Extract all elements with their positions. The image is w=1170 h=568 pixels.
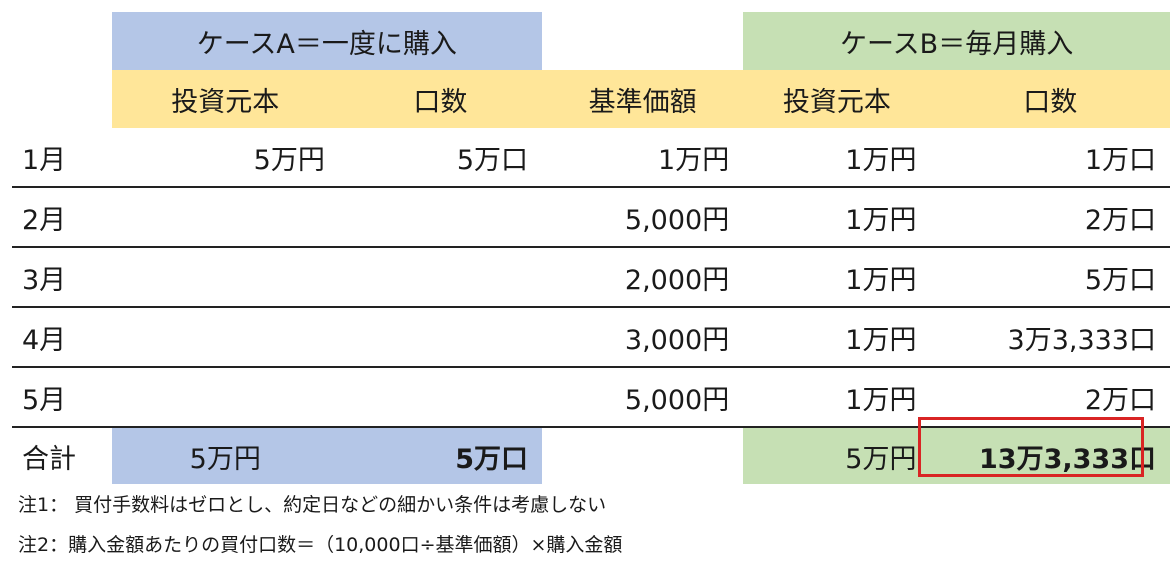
- a-units-cell: 5万口: [338, 128, 543, 188]
- total-gap-cell: [542, 427, 743, 484]
- b-units-header: 口数: [930, 70, 1170, 128]
- a-principal-cell: [111, 307, 339, 368]
- a-principal-header: 投資元本: [111, 70, 339, 128]
- case-b-header: ケースB＝毎月購入: [743, 12, 1170, 70]
- total-label: 合計: [22, 443, 76, 475]
- table-row: 1月 5万円 5万口 1万円 1万円 1万口: [12, 128, 1170, 188]
- total-b-units: 13万3,333口: [930, 427, 1170, 484]
- b-units-cell: 2万口: [930, 187, 1170, 248]
- b-units-cell: 5万口: [930, 247, 1170, 308]
- b-units-cell: 2万口: [930, 367, 1170, 428]
- table-row: 2月 5,000円 1万円 2万口: [12, 187, 1170, 248]
- base-price-cell: 1万円: [542, 128, 744, 188]
- table-row: 5月 5,000円 1万円 2万口: [12, 367, 1170, 428]
- base-price-cell: 5,000円: [542, 367, 744, 428]
- b-principal-cell: 1万円: [743, 187, 931, 248]
- comparison-table: ケースA＝一度に購入 ケースB＝毎月購入 投資元本 口数 基準価額 投資元本 口…: [12, 12, 1170, 484]
- total-b-principal: 5万円: [743, 427, 931, 484]
- month-cell: 3月: [12, 247, 112, 308]
- b-principal-cell: 1万円: [743, 307, 931, 368]
- b-principal-header: 投資元本: [743, 70, 931, 128]
- a-units-cell: [338, 247, 543, 308]
- b-units-cell: 1万口: [930, 128, 1170, 188]
- total-row: 合計 5万円 5万口 5万円 13万3,333口: [12, 427, 1170, 484]
- header-gap-cell: [542, 12, 743, 70]
- month-cell: 5月: [12, 367, 112, 428]
- a-principal-cell: [111, 187, 339, 248]
- a-units-cell: [338, 367, 543, 428]
- base-price-header: 基準価額: [542, 70, 744, 128]
- case-a-header: ケースA＝一度に購入: [111, 12, 543, 70]
- b-principal-cell: 1万円: [743, 247, 931, 308]
- note-2: 注2：購入金額あたりの買付口数＝（10,000口÷基準価額）×購入金額: [18, 534, 623, 556]
- a-units-cell: [338, 307, 543, 368]
- a-principal-cell: 5万円: [111, 128, 339, 188]
- header-empty-cell: [12, 12, 112, 70]
- table-row: 3月 2,000円 1万円 5万口: [12, 247, 1170, 308]
- month-cell: 2月: [12, 187, 112, 248]
- subheader-empty-cell: [12, 70, 112, 128]
- base-price-cell: 5,000円: [542, 187, 744, 248]
- base-price-cell: 2,000円: [542, 247, 744, 308]
- a-units-cell: [338, 187, 543, 248]
- b-principal-cell: 1万円: [743, 367, 931, 428]
- header-row: ケースA＝一度に購入 ケースB＝毎月購入: [12, 12, 1170, 70]
- month-cell: 4月: [12, 307, 112, 368]
- base-price-cell: 3,000円: [542, 307, 744, 368]
- table-row: 4月 3,000円 1万円 3万3,333口: [12, 307, 1170, 368]
- month-cell: 1月: [12, 128, 112, 188]
- note-1: 注1： 買付手数料はゼロとし、約定日などの細かい条件は考慮しない: [18, 494, 607, 516]
- a-principal-cell: [111, 247, 339, 308]
- b-principal-cell: 1万円: [743, 128, 931, 188]
- a-principal-cell: [111, 367, 339, 428]
- total-a-principal: 5万円: [111, 427, 339, 484]
- a-units-header: 口数: [338, 70, 543, 128]
- subheader-row: 投資元本 口数 基準価額 投資元本 口数: [12, 70, 1170, 128]
- total-a-units: 5万口: [338, 427, 543, 484]
- b-units-cell: 3万3,333口: [930, 307, 1170, 368]
